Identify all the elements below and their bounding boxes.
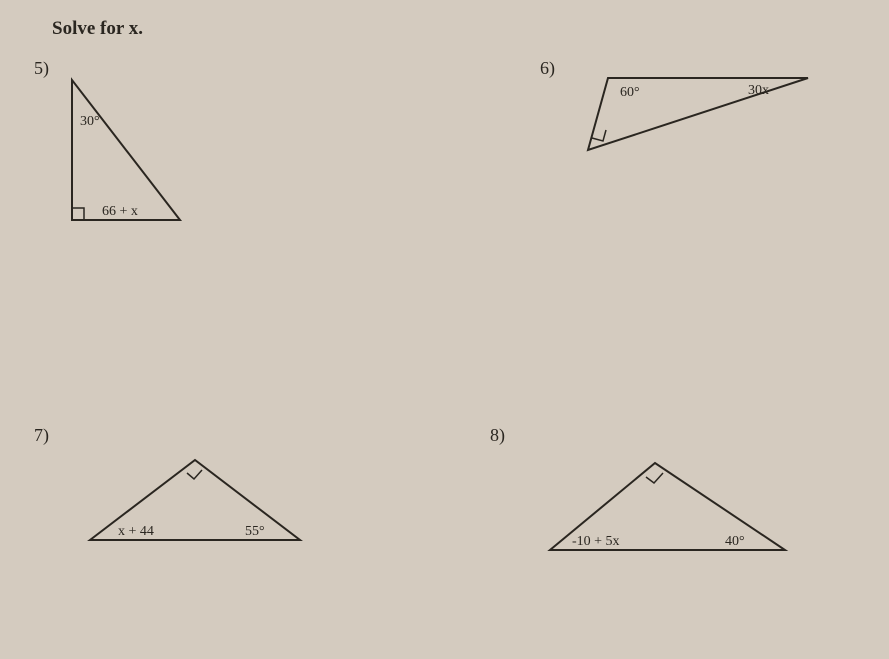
triangle-7: x + 44 55° <box>80 445 320 555</box>
angle-label-6-right: 30x <box>748 83 769 98</box>
triangle-5: 30° 66 + x <box>60 70 220 240</box>
figure-5: 30° 66 + x <box>60 70 220 240</box>
right-angle-marker-5 <box>72 208 84 220</box>
problem-number-8: 8) <box>490 425 505 446</box>
problem-number-6: 6) <box>540 58 555 79</box>
title-text: Solve for x. <box>52 18 143 39</box>
angle-label-7-right: 55° <box>245 524 265 539</box>
triangle-6: 60° 30x <box>568 60 828 170</box>
page-title: Solve for x. <box>52 18 143 40</box>
figure-6: 60° 30x <box>568 60 828 170</box>
figure-8: -10 + 5x 40° <box>540 445 800 565</box>
problem-number-5: 5) <box>34 58 49 79</box>
angle-label-7-left: x + 44 <box>118 524 154 539</box>
angle-label-8-right: 40° <box>725 534 745 549</box>
figure-7: x + 44 55° <box>80 445 320 555</box>
triangle-5-shape <box>72 80 180 220</box>
angle-label-8-left: -10 + 5x <box>572 534 620 549</box>
angle-label-6-left: 60° <box>620 85 640 100</box>
problem-number-7: 7) <box>34 425 49 446</box>
triangle-8: -10 + 5x 40° <box>540 445 800 565</box>
right-angle-marker-8 <box>646 473 663 483</box>
angle-label-5-bottom: 66 + x <box>102 204 138 219</box>
angle-label-5-top: 30° <box>80 114 100 129</box>
right-angle-marker-7 <box>187 470 202 479</box>
